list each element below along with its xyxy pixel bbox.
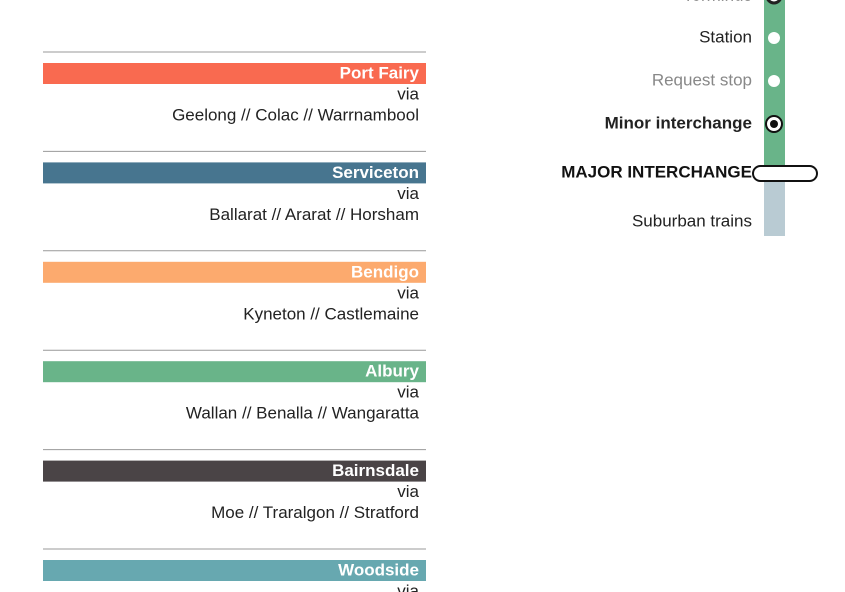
line-name: Port Fairy <box>340 63 420 82</box>
via-stops: Moe // Traralgon // Stratford <box>211 503 419 522</box>
via-label: via <box>397 283 419 302</box>
line-bar <box>43 63 426 84</box>
line-bar <box>43 162 426 184</box>
station-marker <box>768 32 780 44</box>
line-name: Bairnsdale <box>332 461 419 480</box>
legend-label: Suburban trains <box>632 211 752 230</box>
minor-dot <box>770 120 778 128</box>
line-name: Bendigo <box>351 262 419 281</box>
legend-label: MAJOR INTERCHANGE <box>561 162 752 181</box>
via-label: via <box>397 383 419 402</box>
via-label: via <box>397 84 419 103</box>
legend-label: Terminus <box>683 0 752 4</box>
via-label: via <box>397 581 419 592</box>
via-label: via <box>397 482 419 501</box>
legend-label: Minor interchange <box>605 113 752 132</box>
line-bar <box>43 361 426 383</box>
line-name: Albury <box>365 362 419 381</box>
line-name: Woodside <box>338 560 419 579</box>
via-label: via <box>397 184 419 203</box>
line-bar <box>43 261 426 283</box>
legend-label: Request stop <box>652 70 752 89</box>
legend-label: Station <box>699 27 752 46</box>
line-name: Serviceton <box>332 163 419 182</box>
line-bar <box>43 460 426 482</box>
major-marker <box>752 165 818 182</box>
via-stops: Kyneton // Castlemaine <box>243 304 419 323</box>
via-stops: Ballarat // Ararat // Horsham <box>209 205 419 224</box>
line-bar <box>43 560 426 581</box>
terminus-marker <box>766 0 782 5</box>
station-marker <box>768 75 780 87</box>
via-stops: Wallan // Benalla // Wangaratta <box>186 404 420 423</box>
suburban-line <box>764 182 785 236</box>
via-stops: Geelong // Colac // Warrnambool <box>172 105 419 124</box>
title: Main line index <box>252 0 374 2</box>
